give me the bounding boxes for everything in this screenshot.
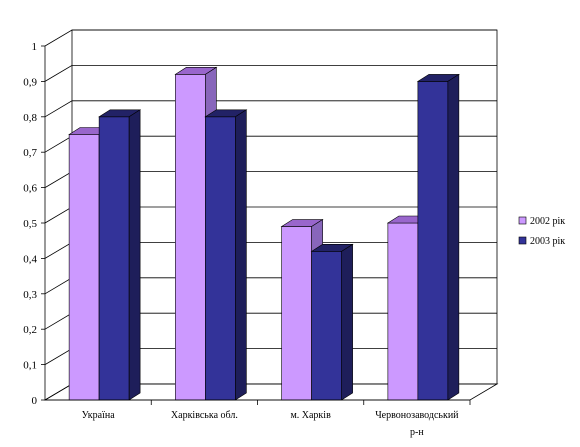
y-tick-label: 0,5 <box>23 218 37 230</box>
bar-front <box>98 116 130 401</box>
bar-front <box>417 81 449 401</box>
bar-side <box>341 243 353 401</box>
x-tick-label: Червонозаводський <box>375 410 459 421</box>
y-tick-label: 0,6 <box>23 183 37 195</box>
x-tick-label: Україна <box>82 410 116 421</box>
bar-side <box>447 73 460 401</box>
x-tick-label: м. Харків <box>290 410 331 421</box>
bar-front <box>205 116 236 401</box>
y-tick-label: 0,9 <box>23 76 37 88</box>
legend-swatch <box>518 236 527 245</box>
gridline <box>44 65 497 82</box>
legend-label: 2002 рік <box>530 216 565 227</box>
y-tick-label: 0,4 <box>23 253 37 265</box>
legend: 2002 рік 2003 рік <box>518 216 565 247</box>
bar <box>416 73 460 401</box>
y-tick-label: 0,1 <box>23 360 37 372</box>
bar-front <box>281 226 312 401</box>
x-tick-label: Харківська обл. <box>171 410 238 421</box>
legend-label: 2003 рік <box>530 236 565 247</box>
bar-side <box>235 109 247 401</box>
x-tick-label: р-н <box>410 427 424 438</box>
y-tick-label: 1 <box>32 41 38 53</box>
y-tick-label: 0,8 <box>23 112 37 124</box>
gridline <box>44 29 497 47</box>
bar-front <box>387 222 419 401</box>
y-tick-label: 0,2 <box>23 324 37 336</box>
y-tick-label: 0,7 <box>23 147 37 159</box>
bar-side <box>128 109 141 401</box>
bar <box>310 243 354 401</box>
bar-front <box>175 74 206 401</box>
bar-front <box>311 251 342 401</box>
bar <box>98 109 142 401</box>
bar <box>204 109 248 401</box>
gridline <box>44 100 497 118</box>
bar-series <box>68 66 460 401</box>
axes: 0 0,1 0,2 0,3 0,4 0,5 0,6 0,7 0,8 0,9 1 Україна Харк… <box>23 41 471 438</box>
bar-front <box>68 134 100 401</box>
y-tick-label: 0 <box>32 395 38 407</box>
legend-swatch <box>518 216 527 225</box>
y-tick-label: 0,3 <box>23 289 37 301</box>
